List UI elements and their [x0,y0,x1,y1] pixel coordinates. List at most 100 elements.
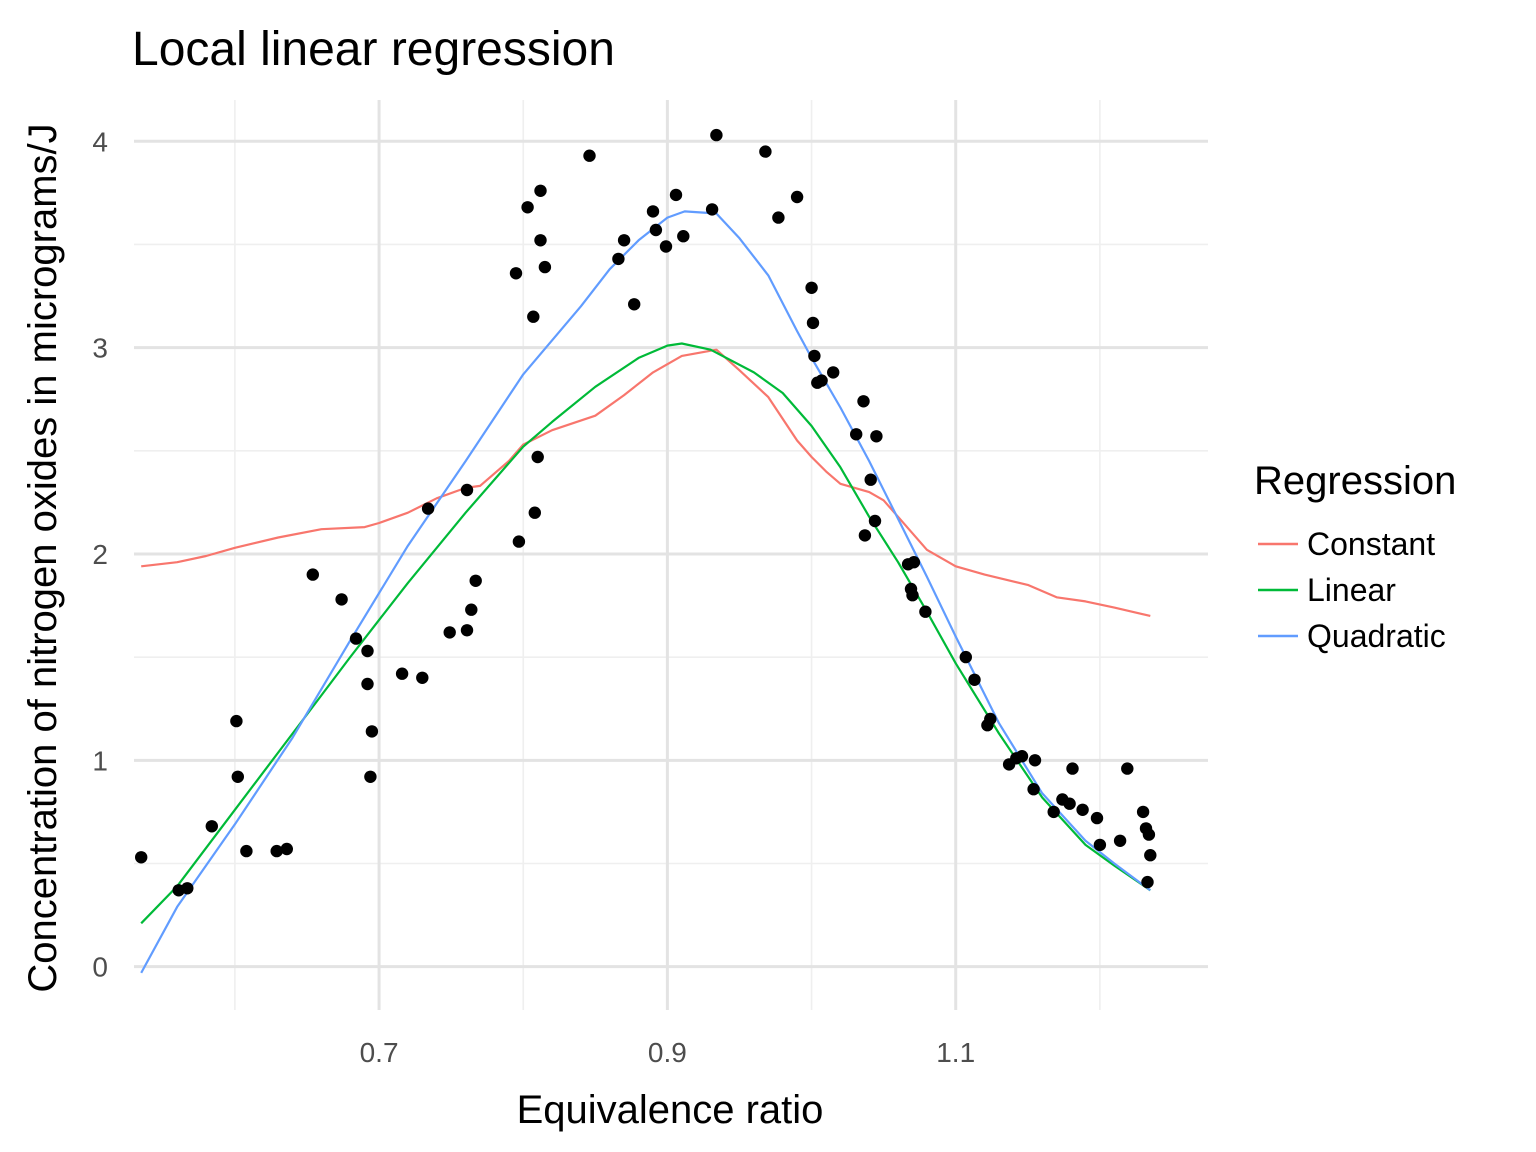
data-point [659,240,673,253]
x-tick-label: 0.9 [648,1037,687,1068]
data-point [805,281,818,294]
data-point [365,725,379,738]
data-point [531,450,544,464]
data-point [527,310,540,323]
data-point [919,605,932,618]
y-tick-label: 2 [92,539,108,570]
data-point [806,316,820,330]
series-line-constant [141,348,1151,617]
x-axis-title: Equivalence ratio [517,1088,824,1132]
data-point [335,593,348,606]
data-point [361,644,374,658]
data-point [240,844,253,858]
data-point [612,252,625,266]
data-point [135,851,148,864]
data-point [1028,754,1042,767]
data-point [512,535,526,548]
data-point [1113,834,1127,847]
data-point [906,589,919,602]
data-point [1141,875,1154,889]
y-tick-label: 3 [92,333,108,364]
legend: Regression Constant Linear Quadratic [1254,459,1456,654]
x-axis-ticks: 0.7 0.9 1.1 [360,1037,976,1068]
y-tick-label: 4 [92,126,108,157]
data-point [705,203,719,216]
data-point [1136,805,1150,819]
legend-label-constant: Constant [1307,526,1435,562]
y-tick-label: 0 [92,952,108,983]
data-point [858,529,872,542]
data-point [759,145,772,158]
data-point [395,667,409,680]
y-tick-label: 1 [92,745,108,776]
data-point [1121,762,1134,775]
data-point [617,234,631,247]
data-point [827,366,840,379]
data-point [280,842,293,856]
chart-title: Local linear regression [132,23,615,76]
data-point [364,770,377,783]
y-axis-ticks: 0 1 2 3 4 [92,126,108,982]
data-point [1144,849,1157,862]
data-point [772,211,785,224]
data-point [534,234,547,247]
legend-label-linear: Linear [1307,572,1396,608]
data-point [649,223,663,237]
legend-label-quadratic: Quadratic [1307,618,1446,654]
data-point [870,430,883,443]
data-point [1076,803,1089,816]
data-point [864,473,877,486]
data-point [1027,783,1040,796]
data-point [646,205,660,218]
data-point [443,626,456,639]
data-point [583,149,596,162]
regression-lines [140,210,1151,974]
data-point [231,770,244,783]
data-point [538,260,552,274]
data-point [205,820,218,833]
data-point [460,624,474,637]
data-point [669,188,683,202]
data-point [469,574,482,587]
series-line-linear [140,342,1151,925]
data-point [868,514,882,528]
data-point [230,714,243,728]
data-point [460,483,474,497]
data-point [416,671,429,684]
data-point [907,556,921,569]
data-point [1142,828,1156,841]
data-point [790,190,804,204]
data-point [1066,762,1079,775]
data-point [710,128,723,142]
data-point [850,428,863,441]
data-point [306,568,319,581]
data-point [857,395,870,408]
data-point [1015,750,1029,763]
data-point [815,374,828,387]
data-point [270,844,283,858]
data-point [521,201,534,214]
data-point [968,673,981,686]
data-point [361,677,374,691]
x-tick-label: 0.7 [360,1037,399,1068]
data-point [349,632,363,645]
data-point [984,712,997,726]
data-point [628,298,641,311]
y-axis-title: Concentration of nitrogen oxides in micr… [21,123,65,992]
data-point [509,267,523,280]
data-point [421,502,435,515]
series-line-quadratic [140,210,1151,974]
data-points [135,128,1157,897]
grid [134,100,1208,1010]
data-point [677,230,690,243]
data-point [1063,797,1076,810]
data-point [959,650,972,664]
data-point [534,184,547,197]
data-point [465,603,478,616]
data-point [1047,805,1060,819]
legend-title: Regression [1254,459,1456,503]
data-point [528,506,541,519]
data-point [1090,811,1104,825]
data-point [808,349,821,363]
